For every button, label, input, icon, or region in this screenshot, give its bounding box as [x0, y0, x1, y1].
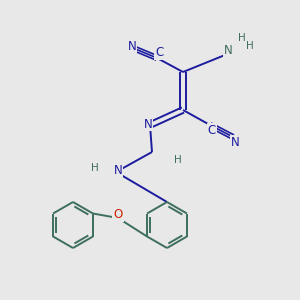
Text: N: N — [144, 118, 152, 130]
Text: N: N — [128, 40, 136, 53]
Text: C: C — [208, 124, 216, 136]
Text: N: N — [224, 44, 232, 56]
Text: C: C — [155, 46, 163, 59]
Text: H: H — [246, 41, 254, 51]
Text: O: O — [113, 208, 123, 221]
Text: H: H — [91, 163, 99, 173]
Text: H: H — [174, 155, 182, 165]
Text: H: H — [238, 33, 246, 43]
Text: N: N — [231, 136, 239, 148]
Text: N: N — [114, 164, 122, 176]
